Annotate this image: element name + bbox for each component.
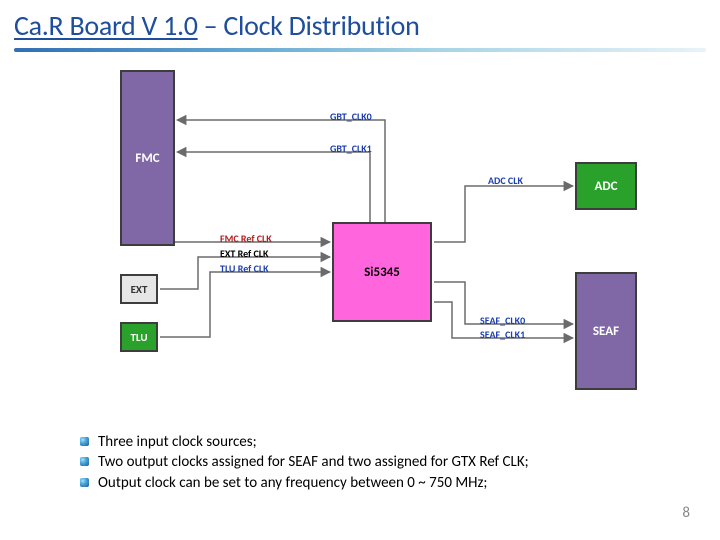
wire-gbt-clk0	[177, 120, 385, 222]
slide-title: Ca.R Board V 1.0 – Clock Distribution	[14, 8, 706, 43]
block-seaf: SEAF	[575, 272, 637, 390]
title-bar: Ca.R Board V 1.0 – Clock Distribution	[14, 8, 706, 54]
label-seaf-clk0: SEAF_CLK0	[480, 314, 525, 327]
label-gbt-clk1: GBT_CLK1	[330, 142, 372, 155]
block-fmc-label: FMC	[135, 151, 159, 166]
label-fmc-ref: FMC Ref CLK	[220, 232, 272, 245]
block-ext: EXT	[120, 274, 158, 304]
bullet-item: Two output clocks assigned for SEAF and …	[80, 452, 529, 472]
title-rest: – Clock Distribution	[198, 8, 420, 43]
label-gbt-clk0: GBT_CLK0	[330, 110, 372, 123]
label-adc-clk: ADC CLK	[488, 174, 523, 187]
block-si5345: Si5345	[332, 222, 432, 322]
block-tlu-label: TLU	[130, 331, 147, 344]
bullet-item: Output clock can be set to any frequency…	[80, 473, 529, 493]
title-underlined: Ca.R Board V 1.0	[14, 8, 198, 43]
bullet-list: Three input clock sources; Two output cl…	[80, 432, 529, 493]
page-number: 8	[682, 504, 690, 522]
slide-root: Ca.R Board V 1.0 – Clock Distribution	[0, 0, 720, 540]
wire-gbt-clk1	[177, 152, 370, 222]
block-adc-label: ADC	[595, 179, 618, 194]
block-ext-label: EXT	[131, 283, 148, 296]
block-adc: ADC	[575, 162, 637, 210]
block-fmc: FMC	[120, 70, 175, 246]
wire-adc-clk	[434, 186, 573, 242]
title-underline-gradient	[14, 48, 706, 52]
clock-diagram: FMC EXT TLU Si5345 ADC SEAF GBT_CLK0 GBT…	[70, 62, 670, 402]
wire-tlu-ref	[160, 272, 330, 337]
label-seaf-clk1: SEAF_CLK1	[480, 328, 525, 341]
label-ext-ref: EXT Ref CLK	[220, 247, 268, 260]
block-tlu: TLU	[120, 322, 158, 352]
label-tlu-ref: TLU Ref CLK	[220, 262, 269, 275]
block-si-label: Si5345	[364, 265, 400, 280]
block-seaf-label: SEAF	[593, 324, 619, 339]
bullet-item: Three input clock sources;	[80, 432, 529, 452]
